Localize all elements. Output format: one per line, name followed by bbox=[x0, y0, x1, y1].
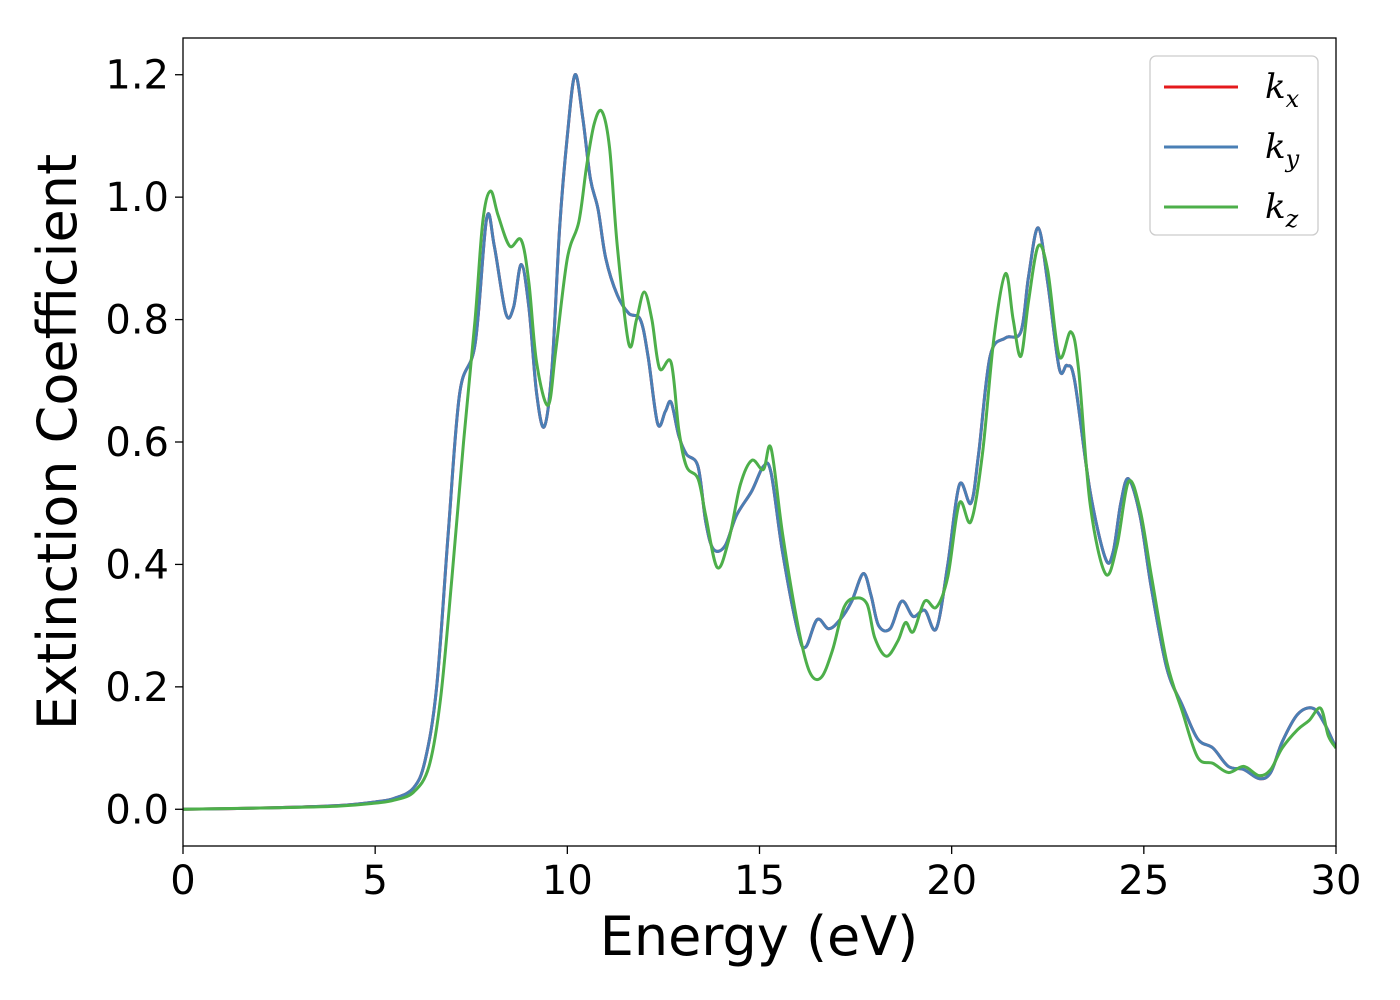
series-line-y bbox=[183, 73, 1336, 811]
legend-label-z: kz bbox=[1265, 187, 1299, 233]
y-axis-title: Extinction Coefficient bbox=[26, 154, 89, 730]
x-tick-label: 25 bbox=[1118, 858, 1169, 904]
x-tick-label: 30 bbox=[1311, 858, 1362, 904]
y-tick-label: 0.4 bbox=[105, 542, 169, 588]
y-tick-label: 1.0 bbox=[105, 175, 169, 221]
x-axis-ticks: 0 5 10 15 20 25 30 bbox=[170, 846, 1361, 904]
y-axis-ticks: 0.0 0.2 0.4 0.6 0.8 1.0 1.2 bbox=[105, 53, 183, 833]
x-tick-label: 5 bbox=[362, 858, 387, 904]
x-tick-label: 15 bbox=[734, 858, 785, 904]
x-axis-title: Energy (eV) bbox=[600, 905, 919, 968]
y-tick-label: 0.8 bbox=[105, 298, 169, 344]
x-tick-label: 20 bbox=[926, 858, 977, 904]
series-line-z bbox=[183, 108, 1336, 811]
y-tick-label: 1.2 bbox=[105, 53, 169, 99]
series-layer bbox=[183, 73, 1336, 811]
y-tick-label: 0.2 bbox=[105, 665, 169, 711]
x-tick-label: 10 bbox=[542, 858, 593, 904]
y-tick-label: 0.0 bbox=[105, 787, 169, 833]
x-tick-label: 0 bbox=[170, 858, 195, 904]
y-tick-label: 0.6 bbox=[105, 420, 169, 466]
